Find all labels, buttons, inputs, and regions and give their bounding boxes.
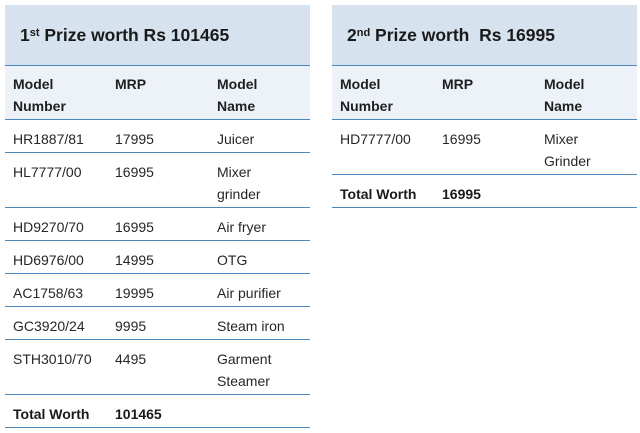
mrp-cell: 14995 [115,252,154,268]
first-prize-title-number: 1 [20,24,30,45]
table-row: STH3010/70 4495 Garment Steamer [5,340,310,395]
column-header-mrp: MRP [442,76,474,92]
column-header-model-name: Model Name [217,76,258,114]
model-number-cell: STH3010/70 [13,351,92,367]
mrp-cell: 17995 [115,131,154,147]
model-name-cell: OTG [217,252,248,268]
first-prize-title-ordinal: st [29,27,40,39]
mrp-cell: 16995 [115,219,154,235]
total-label: Total Worth [13,406,90,422]
total-empty-cell [209,403,310,427]
table-row: GC3920/24 9995 Steam iron [5,307,310,340]
model-name-cell: Mixer grinder [217,164,261,202]
model-number-cell: GC3920/24 [13,318,85,334]
model-number-cell: HR1887/81 [13,131,84,147]
second-prize-title-number: 2 [347,24,357,45]
table-row: HD6976/00 14995 OTG [5,241,310,274]
model-name-cell: Air purifier [217,285,281,301]
first-prize-column-headers: Model Number MRP Model Name [5,66,310,120]
second-prize-title-ordinal: nd [356,27,371,39]
table-row: HL7777/00 16995 Mixer grinder [5,153,310,208]
table-row: HD7777/00 16995 Mixer Grinder [332,120,637,175]
table-row: AC1758/63 19995 Air purifier [5,274,310,307]
mrp-cell: 19995 [115,285,154,301]
model-number-cell: HD7777/00 [340,131,411,147]
model-name-cell: Mixer Grinder [544,131,591,169]
second-prize-title-text: Prize worth Rs 16995 [370,24,555,45]
table-row: HR1887/81 17995 Juicer [5,120,310,153]
second-prize-column-headers: Model Number MRP Model Name [332,66,637,120]
total-empty-cell [536,183,637,207]
model-number-cell: HD6976/00 [13,252,84,268]
mrp-cell: 16995 [442,131,481,147]
total-row: Total Worth 101465 [5,395,310,428]
total-value: 101465 [115,406,162,422]
model-name-cell: Garment Steamer [217,351,272,389]
mrp-cell: 16995 [115,164,154,180]
column-header-model-name: Model Name [544,76,585,114]
model-number-cell: HD9270/70 [13,219,84,235]
model-name-cell: Air fryer [217,219,266,235]
table-row: HD9270/70 16995 Air fryer [5,208,310,241]
column-header-model-number: Model Number [340,76,393,114]
total-value: 16995 [442,186,481,202]
total-label: Total Worth [340,186,417,202]
model-name-cell: Juicer [217,131,255,147]
mrp-cell: 9995 [115,318,147,334]
model-number-cell: AC1758/63 [13,285,84,301]
model-number-cell: HL7777/00 [13,164,82,180]
column-header-mrp: MRP [115,76,147,92]
column-header-model-number: Model Number [13,76,66,114]
total-row: Total Worth 16995 [332,175,637,208]
mrp-cell: 4495 [115,351,147,367]
model-name-cell: Steam iron [217,318,285,334]
first-prize-title-text: Prize worth Rs 101465 [39,24,230,45]
